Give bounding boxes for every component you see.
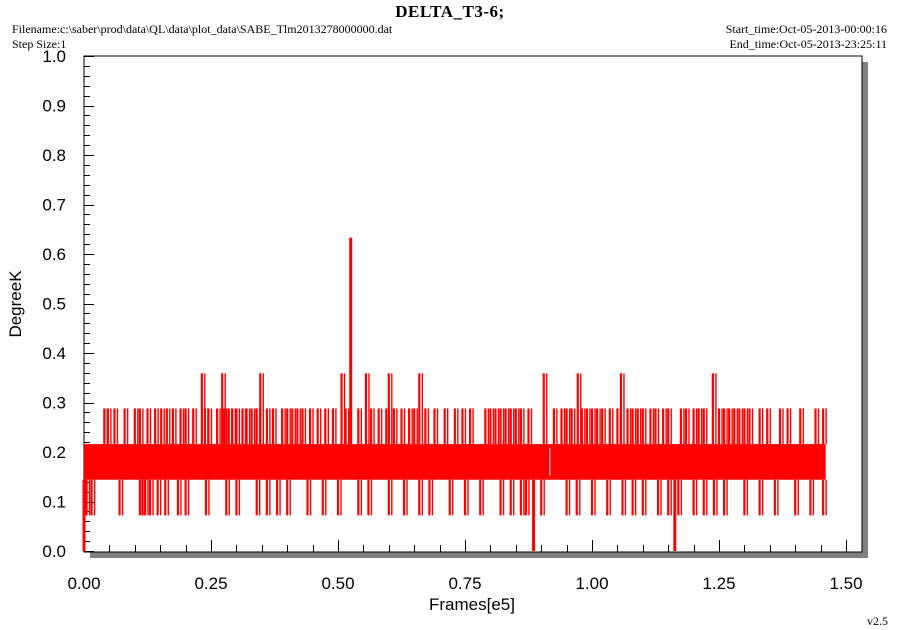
axis-labels: 0.0 0.1 0.2 0.3 0.4 0.5 0.6 0.7 0.8 0.9 1.0 0.00 0.2… [42, 47, 862, 593]
y-tick-label: 0.9 [42, 97, 66, 116]
y-tick-label: 0.6 [42, 245, 66, 264]
version-label: v2.5 [867, 614, 888, 628]
x-tick-label: 1.50 [829, 574, 862, 593]
data-series [82, 237, 827, 551]
x-axis-title: Frames[e5] [429, 595, 515, 614]
series-band [84, 444, 826, 480]
step-size-label: Step Size:1 [12, 37, 67, 51]
y-tick-label: 0.0 [42, 542, 66, 561]
y-tick-label: 0.3 [42, 394, 66, 413]
x-tick-label: 1.00 [575, 574, 608, 593]
x-tick-label: 1.25 [702, 574, 735, 593]
x-tick-label: 0.50 [321, 574, 354, 593]
y-tick-label: 1.0 [42, 47, 66, 66]
y-tick-label: 0.8 [42, 146, 66, 165]
filename-label: Filename:c:\saber\prod\data\QL\data\plot… [12, 22, 393, 36]
x-tick-label: 0.75 [448, 574, 481, 593]
y-tick-label: 0.4 [42, 344, 66, 363]
x-tick-label: 0.00 [67, 574, 100, 593]
end-time-label: End_time:Oct-05-2013-23:25:11 [729, 37, 887, 51]
x-tick-label: 0.25 [194, 574, 227, 593]
y-tick-label: 0.5 [42, 295, 66, 314]
y-axis-title: DegreeK [6, 270, 25, 338]
y-tick-label: 0.7 [42, 196, 66, 215]
chart-title: DELTA_T3-6; [395, 2, 505, 21]
y-tick-label: 0.1 [42, 493, 66, 512]
y-tick-label: 0.2 [42, 443, 66, 462]
start-time-label: Start_time:Oct-05-2013-00:00:16 [725, 22, 887, 36]
